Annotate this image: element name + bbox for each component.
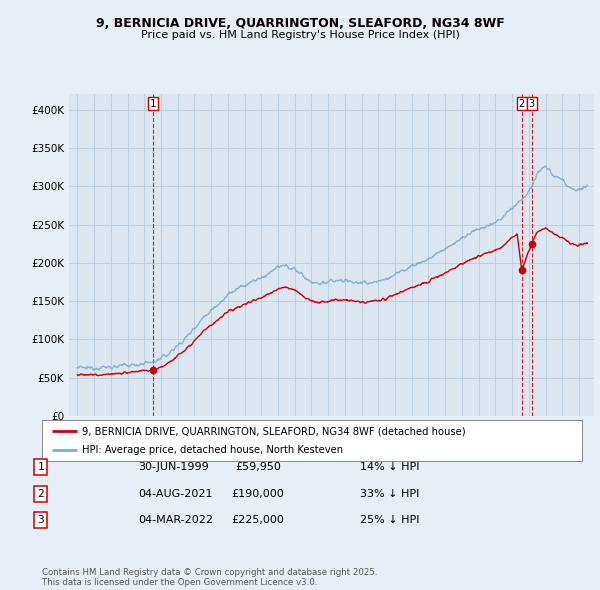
Text: 14% ↓ HPI: 14% ↓ HPI xyxy=(360,463,419,472)
Text: 3: 3 xyxy=(37,516,44,525)
Text: 9, BERNICIA DRIVE, QUARRINGTON, SLEAFORD, NG34 8WF (detached house): 9, BERNICIA DRIVE, QUARRINGTON, SLEAFORD… xyxy=(83,426,466,436)
Text: 1: 1 xyxy=(37,463,44,472)
Text: 1: 1 xyxy=(149,99,156,109)
Text: £225,000: £225,000 xyxy=(232,516,284,525)
Text: 9, BERNICIA DRIVE, QUARRINGTON, SLEAFORD, NG34 8WF: 9, BERNICIA DRIVE, QUARRINGTON, SLEAFORD… xyxy=(95,17,505,30)
Text: 3: 3 xyxy=(529,99,535,109)
Text: 33% ↓ HPI: 33% ↓ HPI xyxy=(360,489,419,499)
Text: £190,000: £190,000 xyxy=(232,489,284,499)
Text: 30-JUN-1999: 30-JUN-1999 xyxy=(138,463,209,472)
Text: Price paid vs. HM Land Registry's House Price Index (HPI): Price paid vs. HM Land Registry's House … xyxy=(140,30,460,40)
Text: HPI: Average price, detached house, North Kesteven: HPI: Average price, detached house, Nort… xyxy=(83,445,344,455)
Text: £59,950: £59,950 xyxy=(235,463,281,472)
Text: 25% ↓ HPI: 25% ↓ HPI xyxy=(360,516,419,525)
Text: Contains HM Land Registry data © Crown copyright and database right 2025.
This d: Contains HM Land Registry data © Crown c… xyxy=(42,568,377,587)
Text: 04-MAR-2022: 04-MAR-2022 xyxy=(138,516,213,525)
Text: 2: 2 xyxy=(518,99,525,109)
Text: 04-AUG-2021: 04-AUG-2021 xyxy=(138,489,212,499)
Text: 2: 2 xyxy=(37,489,44,499)
